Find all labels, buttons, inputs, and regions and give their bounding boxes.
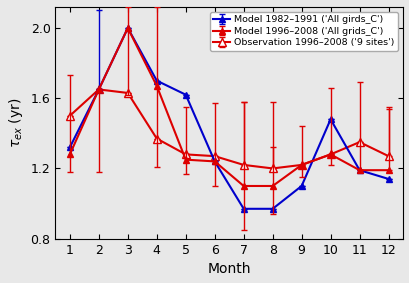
Legend: Model 1982–1991 ('All girds_C'), Model 1996–2008 ('All grids_C'), Observation 19: Model 1982–1991 ('All girds_C'), Model 1… [209,12,398,51]
X-axis label: Month: Month [207,262,250,276]
Y-axis label: $\tau_{ex}$ (yr): $\tau_{ex}$ (yr) [7,98,25,148]
